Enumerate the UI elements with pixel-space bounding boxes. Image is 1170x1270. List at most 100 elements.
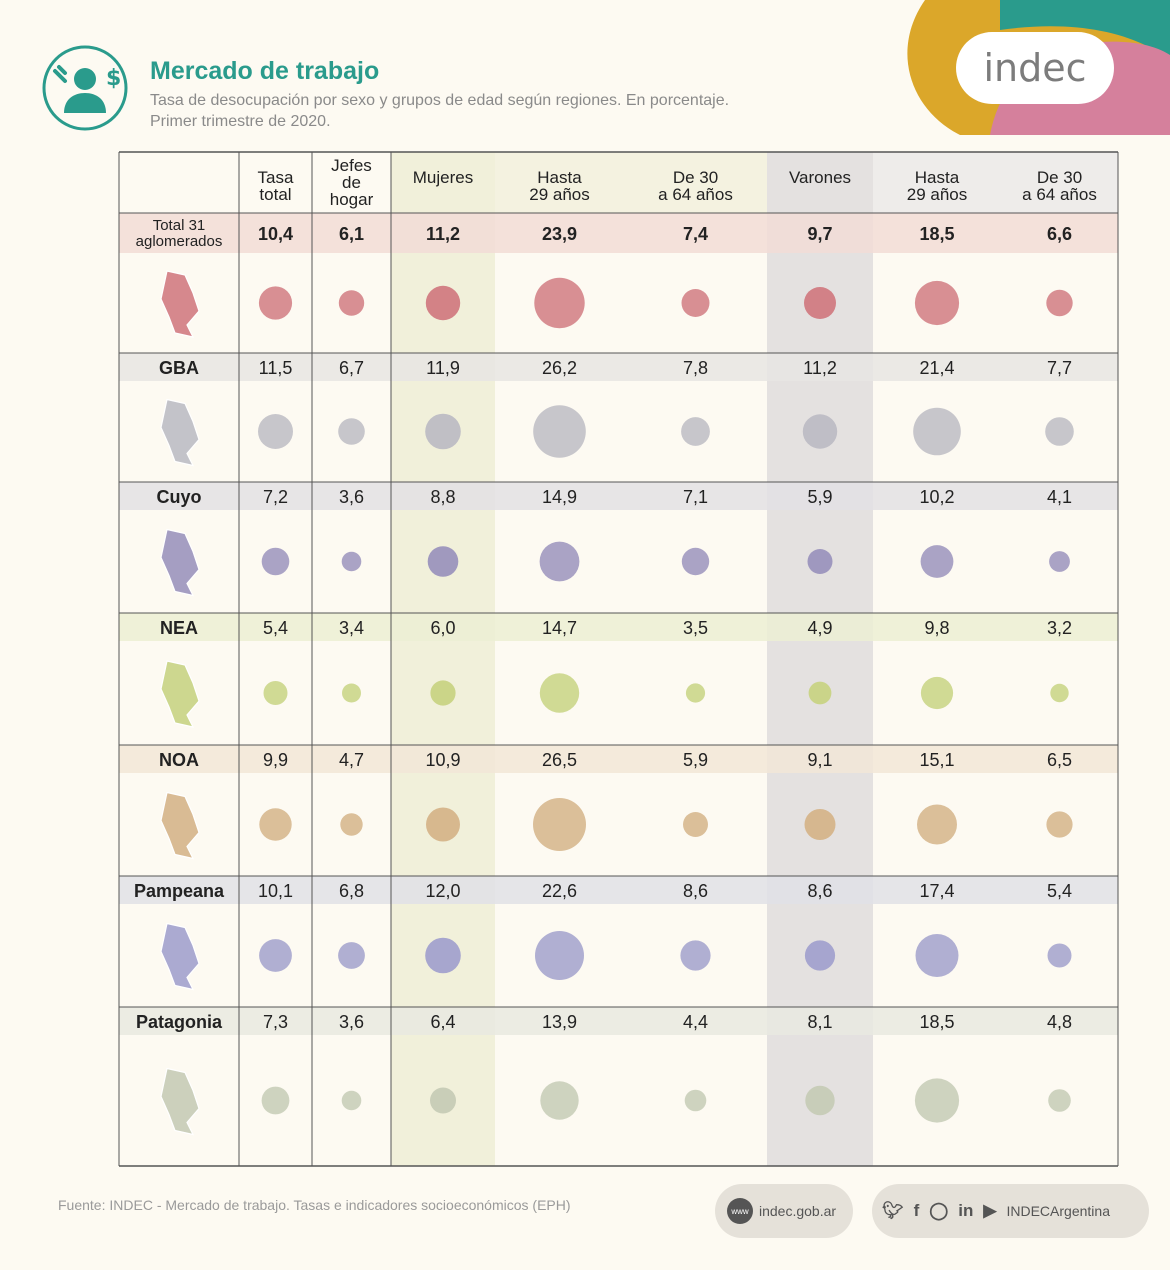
- bubble-r1-c2: [338, 290, 365, 316]
- bubble-r1-c7: [914, 280, 960, 326]
- column-header-1-line-1: Tasa: [258, 168, 294, 187]
- bubble-r6-c4: [535, 931, 584, 980]
- column-header-7-line-1: Hasta: [915, 168, 960, 187]
- bubble-r5-c7: [917, 804, 957, 845]
- instagram-icon[interactable]: ◯: [929, 1201, 949, 1220]
- bubble-r6-c2: [338, 942, 365, 969]
- source-note: Fuente: INDEC - Mercado de trabajo. Tasa…: [58, 1197, 571, 1213]
- column-header-5-line-1: De 30: [673, 168, 718, 187]
- facebook-icon[interactable]: f: [913, 1201, 920, 1220]
- bubble-r4-c7: [920, 676, 954, 710]
- bubble-r3-c4: [539, 541, 580, 582]
- page-title: Mercado de trabajo: [150, 57, 380, 85]
- value-label-r7-c7: 18,5: [919, 1012, 954, 1032]
- value-label-r5-c5: 5,9: [683, 750, 708, 770]
- region-label-3: Cuyo: [157, 487, 202, 507]
- linkedin-icon[interactable]: in: [958, 1201, 974, 1220]
- row-band-1: [119, 213, 1118, 253]
- bubble-r3-c2: [341, 551, 362, 572]
- value-label-r4-c1: 5,4: [263, 618, 288, 638]
- value-label-r4-c4: 14,7: [542, 618, 577, 638]
- value-label-r1-c8: 6,6: [1047, 224, 1072, 244]
- bubble-r1-c5: [681, 289, 710, 317]
- bubble-r2-c8: [1045, 417, 1074, 446]
- value-label-r5-c4: 26,5: [542, 750, 577, 770]
- bubble-r4-c2: [342, 683, 361, 703]
- bubble-r2-c3: [425, 413, 461, 450]
- region-map-5: [160, 791, 200, 860]
- region-map-6: [160, 922, 200, 991]
- www-icon: www: [727, 1198, 753, 1224]
- value-label-r7-c6: 8,1: [807, 1012, 832, 1032]
- page-subtitle: Tasa de desocupación por sexo y grupos d…: [150, 90, 850, 132]
- region-label-1-line-2: aglomerados: [136, 233, 223, 250]
- bubble-r6-c1: [259, 939, 292, 972]
- value-label-r6-c7: 17,4: [919, 881, 954, 901]
- region-label-5: NOA: [159, 750, 199, 770]
- bubble-r3-c8: [1049, 551, 1070, 572]
- bubble-r6-c8: [1047, 943, 1072, 968]
- bubble-r3-c7: [920, 545, 954, 578]
- indec-logo: indec: [956, 32, 1114, 104]
- svg-text:$: $: [106, 66, 121, 91]
- value-label-r5-c6: 9,1: [807, 750, 832, 770]
- value-label-r2-c1: 11,5: [259, 358, 293, 378]
- region-map-7: [160, 1067, 200, 1136]
- bubble-r5-c3: [426, 807, 460, 842]
- bubble-r2-c2: [338, 418, 365, 445]
- value-label-r7-c1: 7,3: [263, 1012, 288, 1032]
- value-label-r5-c8: 6,5: [1047, 750, 1072, 770]
- column-header-2-line-2: de: [342, 173, 361, 192]
- column-header-8-line-1: De 30: [1037, 168, 1082, 187]
- subtitle-line-1: Tasa de desocupación por sexo y grupos d…: [150, 92, 730, 109]
- column-header-4-line-2: 29 años: [529, 185, 590, 204]
- varones-header-band: [873, 152, 1118, 213]
- value-label-r4-c5: 3,5: [683, 618, 708, 638]
- website-text: indec.gob.ar: [759, 1203, 837, 1219]
- value-label-r6-c8: 5,4: [1047, 881, 1072, 901]
- value-label-r6-c3: 12,0: [425, 881, 460, 901]
- value-label-r5-c1: 9,9: [263, 750, 288, 770]
- column-header-7-line-2: 29 años: [907, 185, 968, 204]
- value-label-r4-c7: 9,8: [924, 618, 949, 638]
- value-label-r3-c1: 7,2: [263, 487, 288, 507]
- value-label-r3-c3: 8,8: [430, 487, 455, 507]
- bubble-r1-c4: [534, 277, 585, 329]
- value-label-r6-c5: 8,6: [683, 881, 708, 901]
- value-label-r4-c8: 3,2: [1047, 618, 1072, 638]
- bubble-r7-c5: [684, 1089, 707, 1112]
- varones-column-highlight: [767, 152, 873, 1166]
- brand-text: indec: [983, 46, 1087, 90]
- column-header-6-line-1: Varones: [789, 168, 851, 187]
- twitter-icon[interactable]: 🐦︎: [882, 1201, 904, 1220]
- value-label-r3-c2: 3,6: [339, 487, 364, 507]
- bubble-r5-c4: [533, 798, 586, 851]
- region-label-7: Patagonia: [136, 1012, 223, 1032]
- value-label-r7-c2: 3,6: [339, 1012, 364, 1032]
- social-links[interactable]: 🐦︎ f ◯ in ▶ INDECArgentina: [872, 1184, 1149, 1238]
- row-band-5: [119, 745, 1118, 773]
- youtube-icon[interactable]: ▶: [983, 1201, 997, 1220]
- region-map-4: [160, 660, 200, 728]
- value-label-r6-c1: 10,1: [258, 881, 293, 901]
- website-link[interactable]: www indec.gob.ar: [715, 1184, 853, 1238]
- value-label-r3-c7: 10,2: [919, 487, 954, 507]
- bubble-r1-c6: [804, 287, 836, 319]
- value-label-r2-c3: 11,9: [426, 358, 460, 378]
- bubble-r4-c8: [1050, 683, 1069, 703]
- value-label-r7-c3: 6,4: [430, 1012, 455, 1032]
- column-header-8-line-2: a 64 años: [1022, 185, 1097, 204]
- value-label-r4-c2: 3,4: [339, 618, 364, 638]
- bubble-r4-c3: [430, 680, 456, 706]
- value-label-r6-c4: 22,6: [542, 881, 577, 901]
- subtitle-line-2: Primer trimestre de 2020.: [150, 113, 331, 130]
- bubble-r7-c4: [540, 1081, 579, 1120]
- value-label-r3-c6: 5,9: [807, 487, 832, 507]
- bubble-r2-c4: [533, 405, 586, 458]
- bubble-r5-c2: [340, 813, 363, 836]
- region-label-1-line-1: Total 31: [153, 217, 206, 234]
- bubble-r2-c7: [913, 407, 961, 456]
- bubble-r1-c8: [1046, 289, 1073, 317]
- value-label-r5-c3: 10,9: [425, 750, 460, 770]
